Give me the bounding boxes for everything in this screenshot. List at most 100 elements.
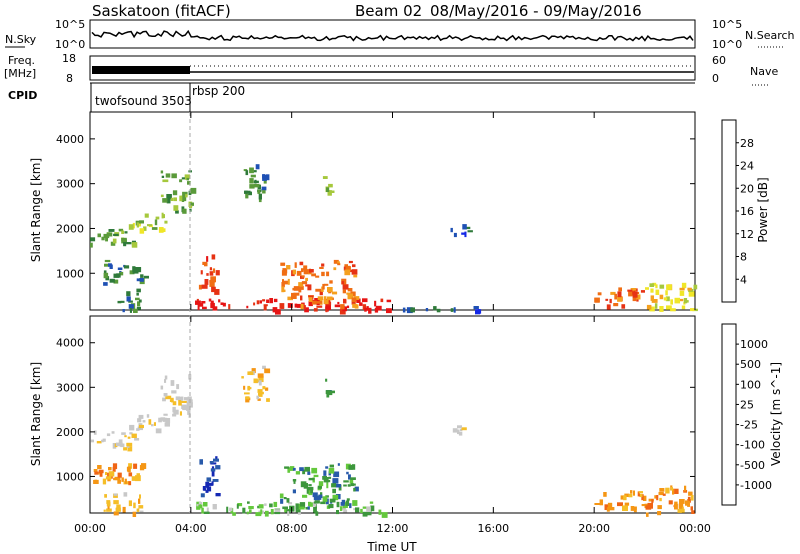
heatmap-cell	[138, 299, 142, 303]
heatmap-cell	[693, 284, 698, 290]
heatmap-cell	[93, 430, 97, 435]
heatmap-cell	[386, 308, 392, 314]
heatmap-cell	[333, 267, 337, 271]
heatmap-cell	[286, 265, 291, 270]
heatmap-cell	[670, 308, 676, 312]
heatmap-cell	[325, 309, 328, 313]
heatmap-cell	[138, 498, 141, 504]
heatmap-cell	[212, 268, 216, 273]
heatmap-cell	[211, 470, 215, 477]
heatmap-cell	[650, 288, 654, 293]
heatmap-cell	[243, 385, 246, 390]
heatmap-cell	[144, 213, 149, 218]
heatmap-cell	[119, 271, 124, 276]
heatmap-cell	[473, 306, 479, 310]
heatmap-cell	[326, 271, 330, 277]
heatmap-cell	[266, 398, 270, 402]
heatmap-cell	[104, 259, 111, 263]
scatter-blob	[594, 287, 645, 310]
heatmap-cell	[464, 231, 467, 238]
y-tick-label: 1000	[56, 267, 84, 280]
heatmap-cell	[678, 298, 684, 302]
heatmap-cell	[292, 489, 296, 494]
heatmap-cell	[129, 308, 132, 313]
heatmap-cell	[326, 482, 329, 489]
heatmap-cell	[211, 481, 214, 486]
heatmap-cell	[163, 393, 168, 397]
heatmap-cell	[201, 284, 208, 289]
heatmap-cell	[258, 380, 262, 386]
heatmap-cell	[142, 420, 146, 423]
heatmap-cell	[246, 305, 249, 309]
heatmap-cell	[326, 393, 330, 398]
heatmap-cell	[121, 230, 125, 234]
heatmap-cell	[347, 293, 353, 300]
heatmap-cell	[295, 508, 301, 513]
heatmap-cell	[663, 297, 668, 301]
heatmap-cell	[255, 512, 262, 517]
heatmap-cell	[299, 261, 304, 266]
heatmap-cell	[104, 263, 109, 267]
power-panel: 1000 2000 3000 4000 Slant Range [km] 4 8 12 16…	[29, 111, 770, 315]
heatmap-cell	[686, 300, 689, 303]
heatmap-cell	[113, 511, 119, 516]
heatmap-cell	[129, 424, 135, 431]
heatmap-cell	[302, 469, 306, 475]
heatmap-cell	[669, 500, 672, 504]
heatmap-cell	[205, 481, 210, 488]
heatmap-cell	[315, 511, 319, 516]
power-colorbar-label: Power [dB]	[756, 177, 770, 242]
nsky-tick-top: 10^5	[55, 18, 85, 31]
heatmap-cell	[355, 507, 360, 513]
heatmap-cell	[665, 487, 670, 494]
heatmap-cell	[198, 303, 204, 307]
heatmap-cell	[670, 299, 673, 305]
nsearch-tick-top: 10^5	[712, 18, 742, 31]
heatmap-cell	[248, 506, 254, 510]
x-tick-label: 16:00	[477, 522, 509, 535]
heatmap-cell	[331, 297, 334, 300]
heatmap-cell	[173, 205, 179, 211]
heatmap-cell	[257, 398, 261, 401]
heatmap-cell	[181, 396, 184, 401]
heatmap-cell	[243, 169, 248, 172]
heatmap-cell	[215, 270, 220, 276]
scatter-blob	[279, 259, 360, 310]
heatmap-cell	[350, 477, 356, 480]
heatmap-cell	[646, 304, 652, 310]
heatmap-cell	[263, 179, 267, 184]
heatmap-cell	[681, 305, 686, 310]
power-blobs	[90, 164, 698, 315]
heatmap-cell	[307, 471, 311, 475]
heatmap-cell	[162, 198, 168, 203]
heatmap-cell	[656, 495, 659, 501]
heatmap-cell	[172, 401, 177, 406]
heatmap-cell	[103, 272, 109, 279]
heatmap-cell	[105, 235, 108, 242]
heatmap-cell	[323, 470, 327, 476]
heatmap-cell	[136, 428, 140, 431]
heatmap-cell	[181, 177, 187, 180]
heatmap-cell	[128, 224, 134, 230]
heatmap-cell	[670, 487, 673, 491]
heatmap-cell	[123, 492, 128, 497]
heatmap-cell	[306, 488, 309, 494]
heatmap-cell	[171, 397, 174, 403]
heatmap-cell	[200, 270, 203, 275]
heatmap-cell	[126, 291, 131, 297]
heatmap-cell	[128, 463, 133, 469]
heatmap-cell	[189, 205, 193, 209]
heatmap-cell	[107, 504, 110, 510]
heatmap-cell	[295, 471, 300, 475]
heatmap-cell	[293, 467, 296, 471]
heatmap-cell	[202, 486, 206, 491]
y-tick-label: 2000	[56, 426, 84, 439]
heatmap-cell	[649, 306, 655, 312]
heatmap-cell	[307, 284, 312, 291]
heatmap-cell	[264, 503, 267, 506]
heatmap-cell	[103, 282, 108, 286]
heatmap-cell	[209, 271, 214, 276]
scatter-blob	[117, 288, 142, 313]
heatmap-cell	[608, 507, 615, 511]
heatmap-cell	[302, 494, 308, 498]
